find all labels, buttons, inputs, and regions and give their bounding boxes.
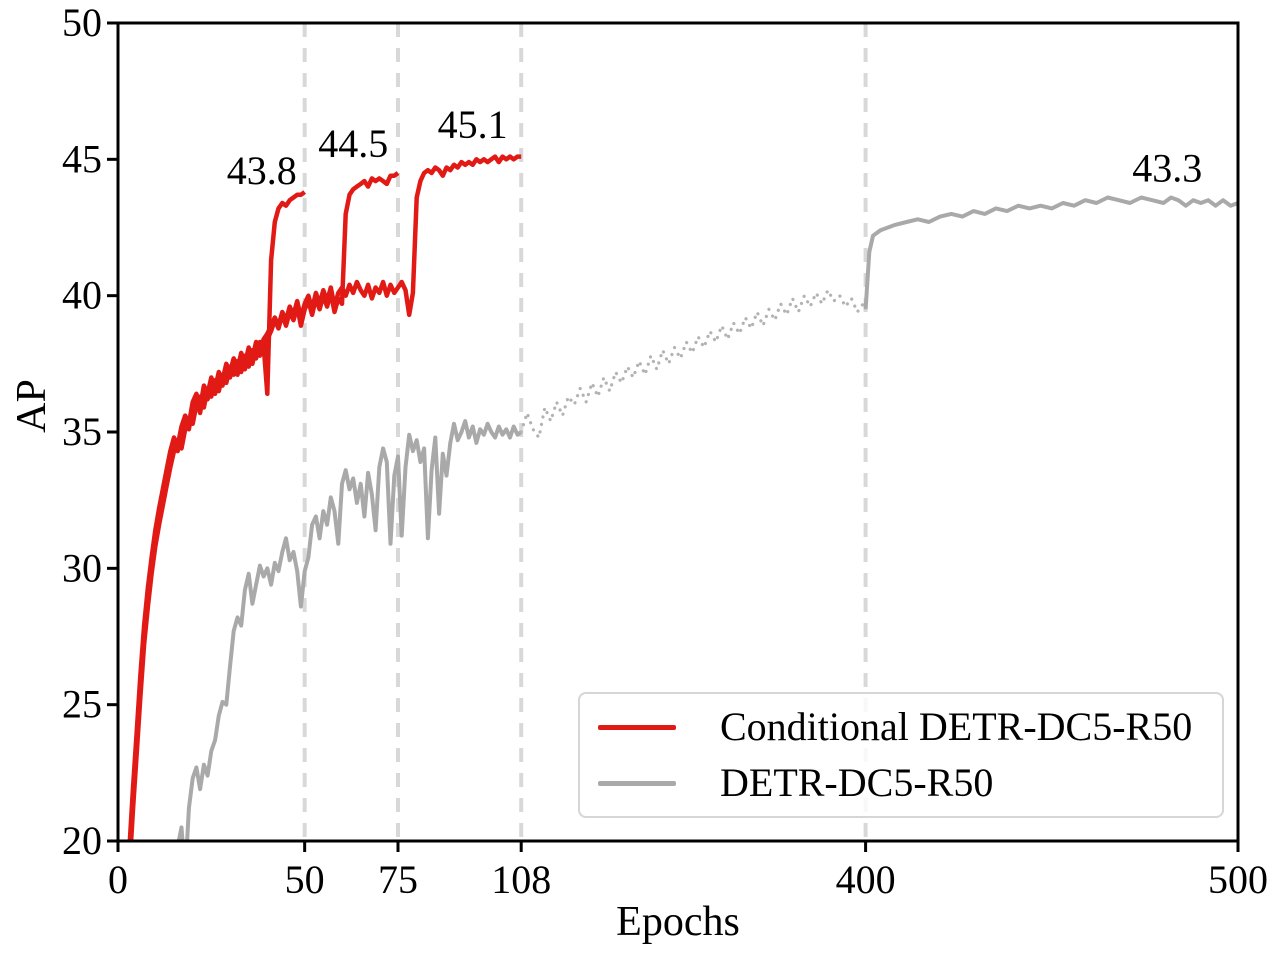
legend-label-conditional-detr: Conditional DETR-DC5-R50	[720, 704, 1193, 749]
y-tick-label-40: 40	[62, 273, 102, 318]
annotation-44.5: 44.5	[318, 121, 388, 166]
series-1-line	[128, 171, 400, 841]
x-tick-label-400: 400	[836, 857, 896, 902]
legend-line-red	[598, 724, 676, 730]
y-tick-label-25: 25	[62, 682, 102, 727]
series-2-line	[127, 154, 522, 841]
y-tick-label-45: 45	[62, 136, 102, 181]
legend-line-gray	[598, 780, 676, 786]
legend-item-conditional-detr: Conditional DETR-DC5-R50	[598, 699, 1222, 755]
series-5-line	[863, 195, 1238, 310]
x-tick-label-0: 0	[108, 857, 128, 902]
x-tick-label-500: 500	[1208, 857, 1268, 902]
y-tick-label-20: 20	[62, 818, 102, 863]
legend-label-detr: DETR-DC5-R50	[720, 760, 994, 805]
annotation-43.3: 43.3	[1132, 146, 1202, 191]
x-tick-label-75: 75	[378, 857, 418, 902]
legend-item-detr: DETR-DC5-R50	[598, 755, 1222, 811]
y-axis-title: AP	[9, 379, 55, 433]
y-tick-label-35: 35	[62, 409, 102, 454]
series-3-line	[176, 419, 523, 841]
x-tick-label-50: 50	[285, 857, 325, 902]
x-tick-label-108: 108	[491, 857, 551, 902]
annotation-43.8: 43.8	[227, 148, 297, 193]
legend: Conditional DETR-DC5-R50 DETR-DC5-R50	[578, 692, 1224, 818]
annotation-45.1: 45.1	[438, 102, 508, 147]
y-tick-label-30: 30	[62, 545, 102, 590]
y-tick-label-50: 50	[62, 0, 102, 45]
x-axis-title: Epochs	[616, 899, 740, 945]
series-4-line	[519, 288, 868, 440]
